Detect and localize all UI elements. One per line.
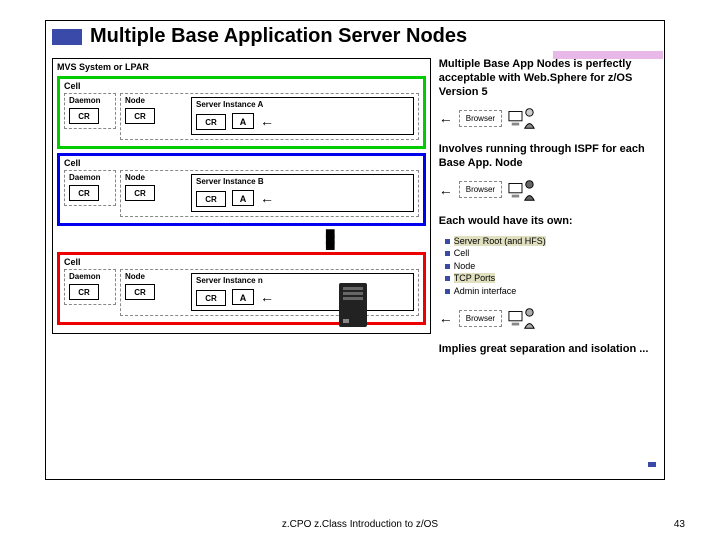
browser-box: Browser (459, 310, 502, 327)
note-1: Multiple Base App Nodes is perfectly acc… (439, 58, 658, 99)
cell-label: Cell (64, 158, 419, 168)
arrow-icon: ← (260, 289, 274, 305)
node-label: Node (125, 173, 185, 182)
diagram-column: MVS System or LPAR Cell Daemon CR Node (52, 58, 431, 363)
node-label: Node (125, 272, 185, 281)
bullet-item: Cell (454, 248, 470, 258)
content-area: MVS System or LPAR Cell Daemon CR Node (46, 50, 664, 367)
mvs-system-box: MVS System or LPAR Cell Daemon CR Node (52, 58, 431, 334)
daemon-label: Daemon (69, 96, 111, 105)
cell-label: Cell (64, 257, 419, 267)
arrow-icon: ← (439, 182, 453, 198)
cr-box: CR (69, 284, 99, 300)
bullet-item: Server Root (and HFS) (454, 236, 546, 246)
a-box: A (232, 289, 254, 305)
node-box: Node CR Server Instance B CR A (120, 170, 419, 217)
user-at-computer-icon (508, 305, 536, 331)
cr-box: CR (196, 191, 226, 207)
browser-box: Browser (459, 181, 502, 198)
cr-box: CR (196, 290, 226, 306)
bullet-item: Node (454, 261, 476, 271)
bullet-list: Server Root (and HFS) Cell Node TCP Port… (445, 235, 658, 298)
cell-box-1: Cell Daemon CR Node CR (57, 76, 426, 149)
mvs-label: MVS System or LPAR (57, 62, 426, 72)
note-2: Involves running through ISPF for each B… (439, 143, 658, 171)
server-instance-label: Server Instance A (196, 100, 409, 109)
a-box: A (232, 190, 254, 206)
cell-box-2: Cell Daemon CR Node CR (57, 153, 426, 226)
cr-box: CR (125, 185, 155, 201)
corner-accent (648, 462, 656, 467)
accent-bar (52, 29, 82, 45)
arrow-icon: ← (439, 310, 453, 326)
annotation-column: Multiple Base App Nodes is perfectly acc… (439, 58, 658, 363)
note-3: Each would have its own: (439, 215, 658, 229)
server-instance-box: Server Instance A CR A ← (191, 97, 414, 135)
a-box: A (232, 113, 254, 129)
cr-box: CR (196, 114, 226, 130)
ellipsis-dots: ■■■ (237, 230, 426, 248)
daemon-label: Daemon (69, 173, 111, 182)
arrow-icon: ← (260, 190, 274, 206)
page-number: 43 (674, 519, 685, 530)
slide-title: Multiple Base Application Server Nodes (90, 25, 467, 48)
server-instance-box: Server Instance B CR A ← (191, 174, 414, 212)
daemon-box: Daemon CR (64, 93, 116, 129)
node-box: Node CR Server Instance A CR A (120, 93, 419, 140)
daemon-box: Daemon CR (64, 170, 116, 206)
user-at-computer-icon (508, 177, 536, 203)
server-instance-label: Server Instance n (196, 276, 409, 285)
daemon-label: Daemon (69, 272, 111, 281)
slide-frame: Multiple Base Application Server Nodes M… (45, 20, 665, 480)
server-instance-label: Server Instance B (196, 177, 409, 186)
server-icon (333, 279, 373, 329)
browser-box: Browser (459, 110, 502, 127)
server-instance-box: Server Instance n CR A ← (191, 273, 414, 311)
pink-accent-bar (553, 51, 663, 59)
footer-text: z.CPO z.Class Introduction to z/OS (0, 519, 720, 530)
cr-box: CR (69, 108, 99, 124)
node-label: Node (125, 96, 185, 105)
cr-box: CR (125, 108, 155, 124)
arrow-icon: ← (260, 113, 274, 129)
title-row: Multiple Base Application Server Nodes (46, 21, 664, 50)
node-box: Node CR Server Instance n CR A (120, 269, 419, 316)
bullet-item: Admin interface (454, 286, 517, 296)
bullet-item: TCP Ports (454, 273, 495, 283)
cr-box: CR (69, 185, 99, 201)
arrow-icon: ← (439, 110, 453, 126)
note-4: Implies great separation and isolation .… (439, 343, 658, 357)
cell-label: Cell (64, 81, 419, 91)
daemon-box: Daemon CR (64, 269, 116, 305)
user-at-computer-icon (508, 105, 536, 131)
cr-box: CR (125, 284, 155, 300)
